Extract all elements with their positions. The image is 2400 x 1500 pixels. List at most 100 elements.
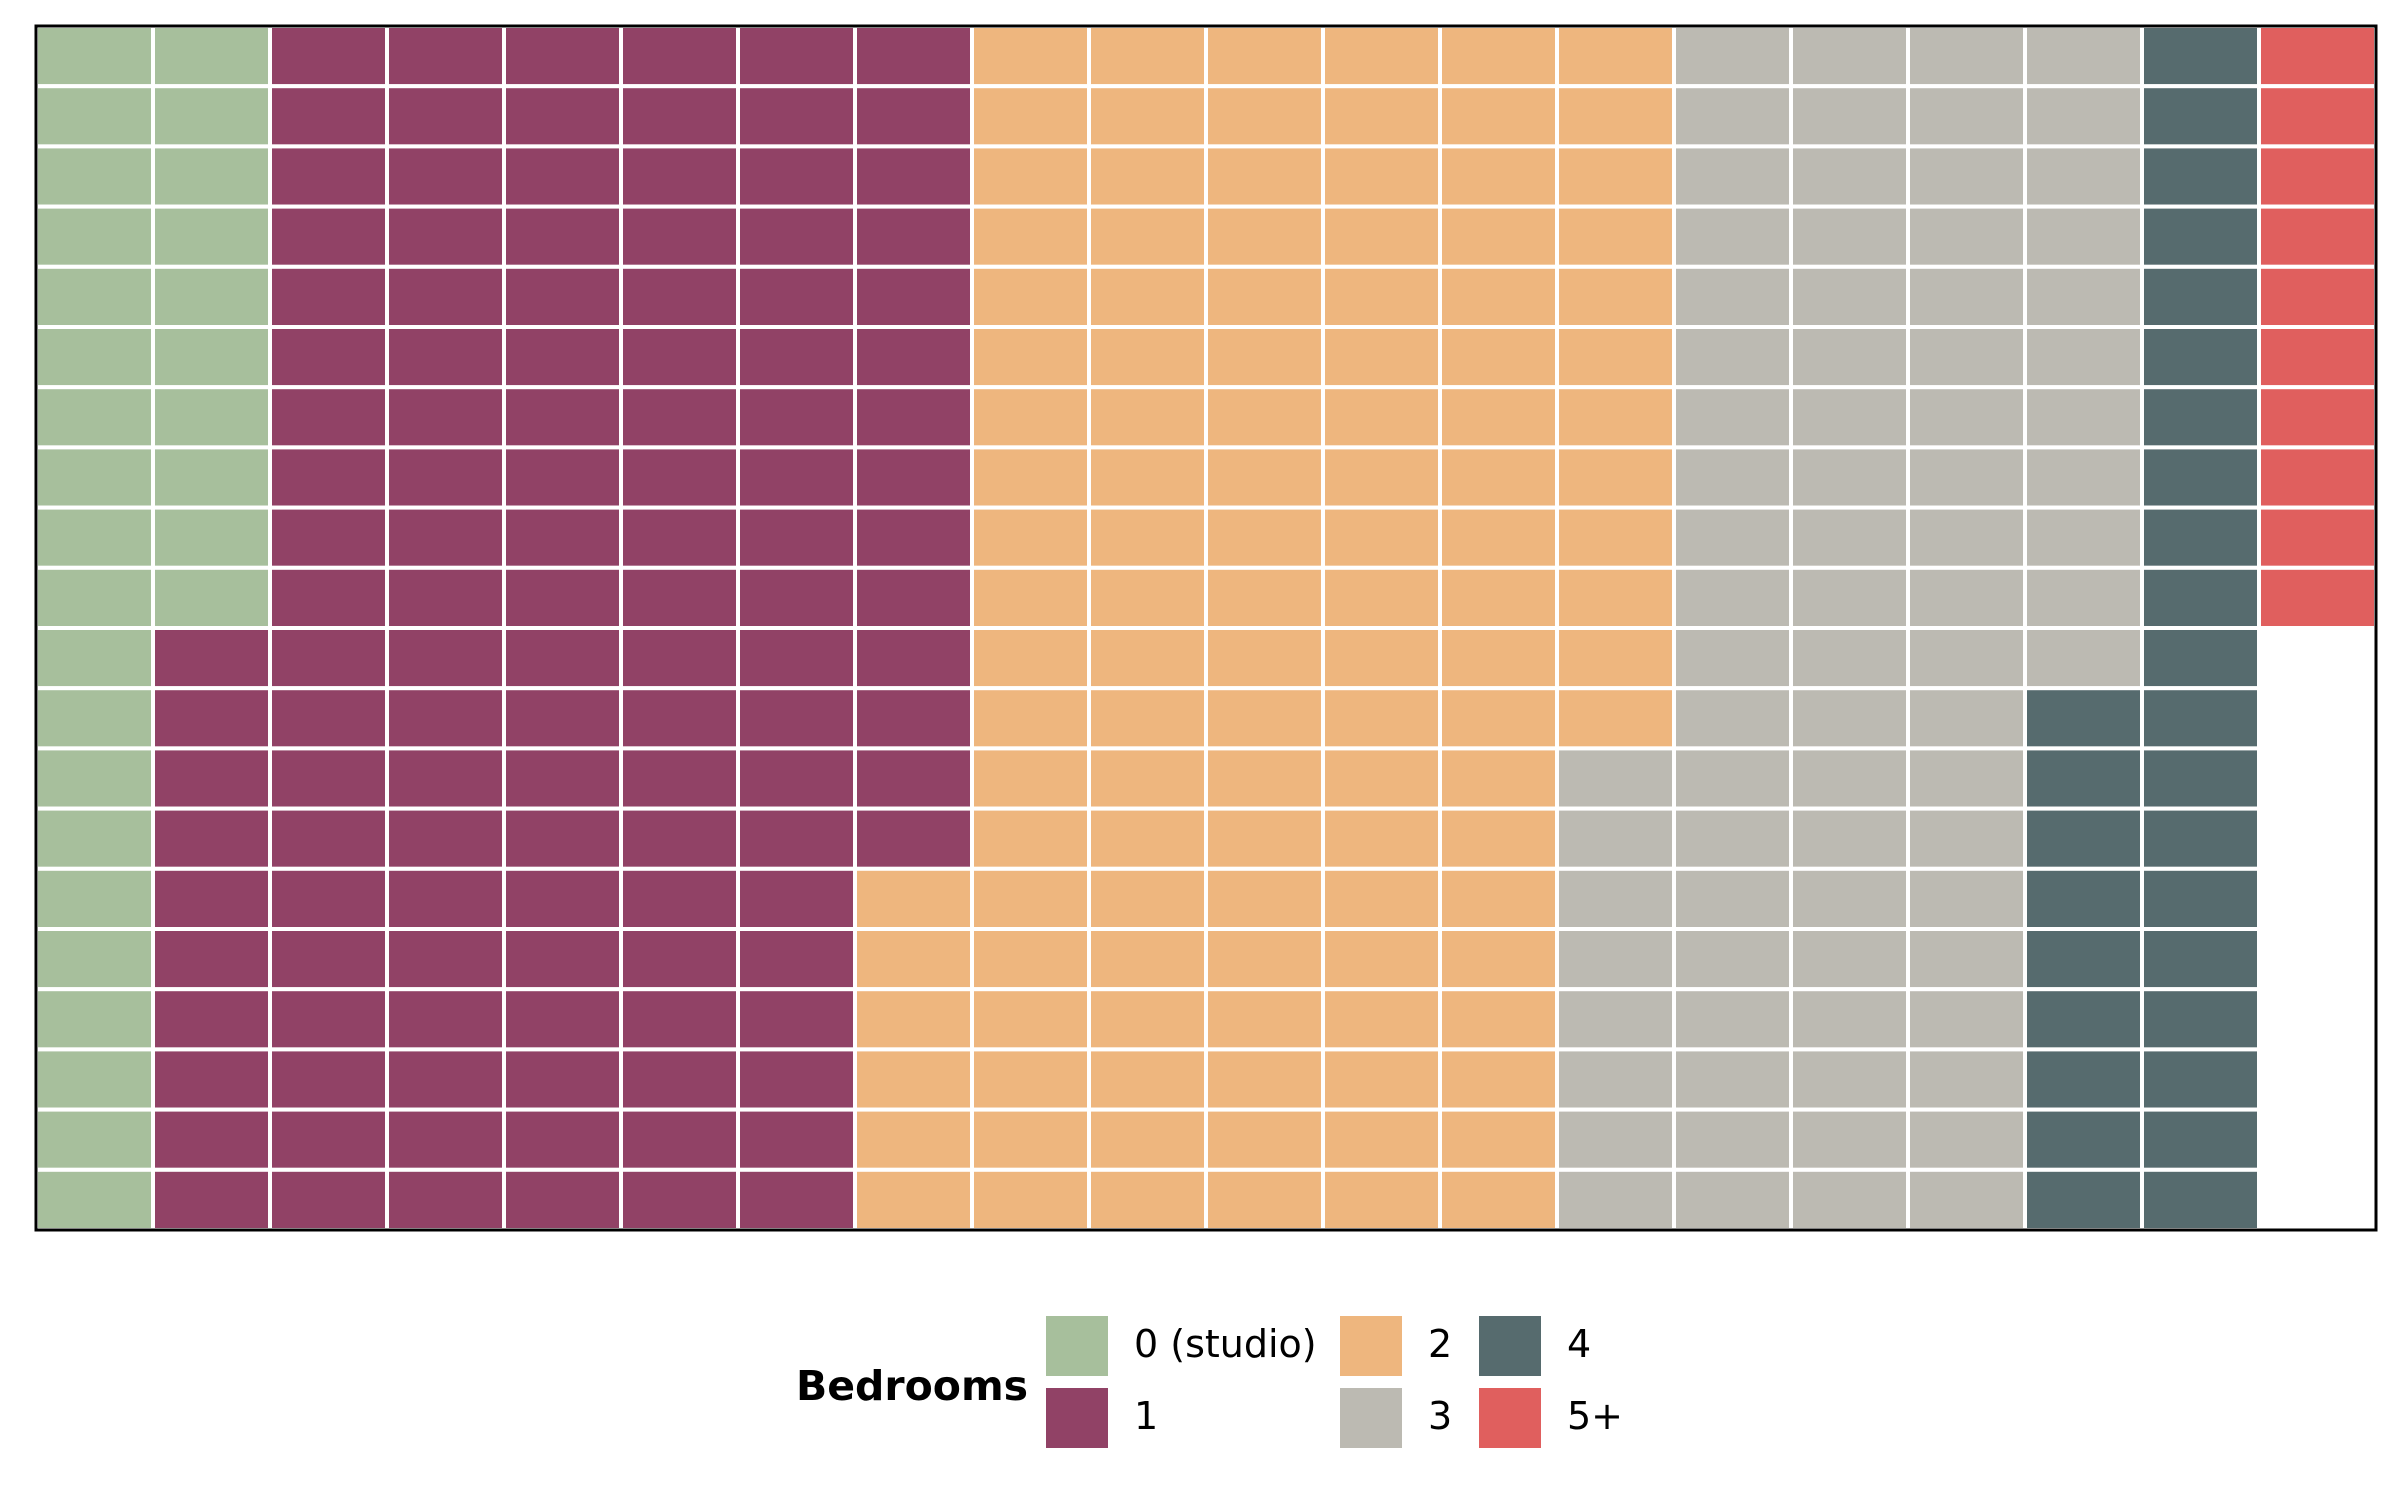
waffle-cell — [1906, 1167, 2027, 1233]
waffle-cell — [502, 565, 623, 630]
waffle-cell — [619, 264, 740, 329]
waffle-cell — [1087, 927, 1208, 992]
waffle-cell — [1321, 987, 1442, 1052]
waffle-cell — [619, 686, 740, 751]
waffle-cell — [34, 505, 155, 570]
waffle-cell — [736, 1107, 857, 1172]
waffle-cell — [1087, 806, 1208, 871]
waffle-cell — [151, 264, 272, 329]
waffle-cell — [1321, 806, 1442, 871]
waffle-cell — [1789, 866, 1910, 931]
waffle-cell — [2140, 144, 2261, 209]
waffle-cell — [151, 1107, 272, 1172]
waffle-cell — [1204, 84, 1325, 149]
chart-border — [34, 24, 2378, 1232]
waffle-cell — [385, 264, 506, 329]
waffle-cell — [268, 24, 389, 89]
waffle-cell — [619, 445, 740, 510]
legend: Bedrooms 0 (studio) 1 2 3 4 5+ — [796, 1316, 1646, 1456]
waffle-cell — [1438, 1167, 1559, 1233]
waffle-cell — [34, 264, 155, 329]
waffle-cell — [970, 626, 1091, 691]
waffle-cell — [619, 84, 740, 149]
waffle-cell — [2140, 927, 2261, 992]
waffle-cell — [1321, 565, 1442, 630]
waffle-cell — [1087, 746, 1208, 811]
waffle-cell — [736, 24, 857, 89]
waffle-cell — [385, 1107, 506, 1172]
waffle-cell — [853, 144, 974, 209]
waffle-cell — [2023, 144, 2144, 209]
waffle-cell — [34, 626, 155, 691]
waffle-cell — [1672, 1047, 1793, 1112]
waffle-cell — [619, 1107, 740, 1172]
waffle-cell — [1438, 1107, 1559, 1172]
waffle-cell — [268, 746, 389, 811]
waffle-cell — [970, 505, 1091, 570]
waffle-cell — [1789, 1047, 1910, 1112]
waffle-cell — [151, 1167, 272, 1233]
waffle-cell — [970, 686, 1091, 751]
waffle-cell — [2257, 505, 2378, 570]
waffle-cell — [853, 325, 974, 390]
waffle-cell — [1204, 505, 1325, 570]
waffle-cell — [1789, 204, 1910, 269]
waffle-cell — [1906, 866, 2027, 931]
waffle-cell — [2257, 204, 2378, 269]
waffle-cell — [970, 1107, 1091, 1172]
waffle-cell — [1087, 385, 1208, 450]
waffle-cell — [1672, 204, 1793, 269]
waffle-cell — [1321, 445, 1442, 510]
waffle-cell — [151, 565, 272, 630]
waffle-cell — [2140, 264, 2261, 329]
waffle-cell — [1204, 746, 1325, 811]
waffle-cell — [268, 626, 389, 691]
waffle-cell — [268, 1107, 389, 1172]
waffle-cell — [268, 927, 389, 992]
waffle-cell — [1906, 626, 2027, 691]
waffle-cell — [34, 806, 155, 871]
waffle-cell — [1438, 144, 1559, 209]
waffle-cell — [34, 385, 155, 450]
waffle-cell — [1321, 626, 1442, 691]
waffle-cell — [1087, 565, 1208, 630]
waffle-cell — [619, 565, 740, 630]
waffle-cell — [2257, 385, 2378, 450]
waffle-cell — [2257, 445, 2378, 510]
waffle-cell — [1906, 24, 2027, 89]
waffle-cell — [151, 325, 272, 390]
waffle-cell — [2023, 565, 2144, 630]
waffle-cell — [1204, 24, 1325, 89]
waffle-cell — [385, 24, 506, 89]
legend-swatch-2 — [1340, 1316, 1402, 1376]
waffle-cell — [268, 445, 389, 510]
waffle-cell — [502, 264, 623, 329]
waffle-cell — [1087, 264, 1208, 329]
waffle-cell — [151, 505, 272, 570]
waffle-cell — [385, 686, 506, 751]
waffle-cell — [1087, 84, 1208, 149]
waffle-cell — [151, 626, 272, 691]
waffle-cell — [1555, 1107, 1676, 1172]
waffle-cell — [34, 24, 155, 89]
waffle-cell — [2023, 806, 2144, 871]
waffle-cell — [970, 1167, 1091, 1233]
waffle-cell — [853, 987, 974, 1052]
waffle-cell — [1438, 866, 1559, 931]
waffle-cell — [1672, 746, 1793, 811]
waffle-cell — [1321, 1167, 1442, 1233]
waffle-cell — [2140, 84, 2261, 149]
waffle-cell — [853, 686, 974, 751]
waffle-cell — [1555, 84, 1676, 149]
waffle-cell — [502, 746, 623, 811]
waffle-cell — [736, 264, 857, 329]
waffle-cell — [502, 1107, 623, 1172]
waffle-cell — [151, 866, 272, 931]
waffle-cell — [1087, 445, 1208, 510]
waffle-cell — [736, 204, 857, 269]
waffle-cell — [2140, 626, 2261, 691]
waffle-cell — [853, 866, 974, 931]
waffle-cell — [2023, 84, 2144, 149]
waffle-cells — [34, 24, 2378, 1233]
waffle-cell — [151, 24, 272, 89]
